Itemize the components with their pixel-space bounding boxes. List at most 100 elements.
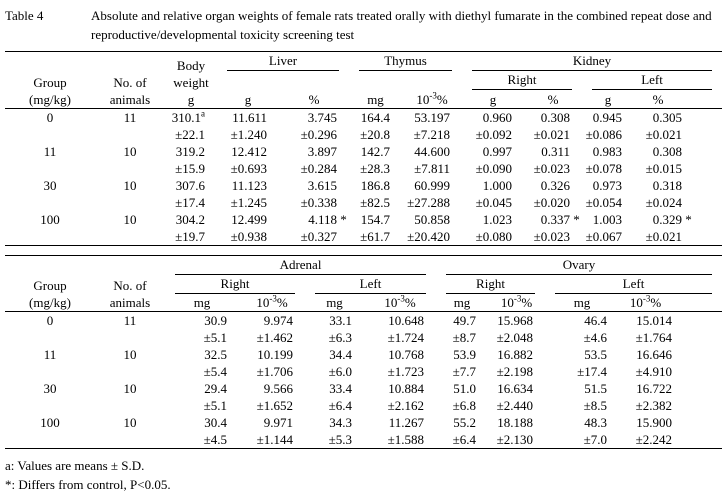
mean-value-cell: 18.188: [497, 415, 533, 430]
header-row-2: Right Left: [5, 71, 722, 90]
header-row-1: Group (mg/kg) No. of animals Body weight…: [5, 51, 722, 109]
sd-value-cell: ±6.4: [328, 398, 352, 413]
group-value-cell: 0: [46, 313, 54, 328]
mean-value-cell: 29.4: [204, 381, 227, 396]
units-row: mg 10-3% mg 10-3% mg 10-3% mg 10-3%: [5, 293, 722, 312]
sd-value-cell: ±0.045: [475, 194, 512, 210]
sd-value-cell: ±2.242: [635, 432, 672, 447]
units-row: g% mg 10-3% g% g%: [5, 90, 723, 109]
sd-value-cell: ±2.198: [496, 364, 533, 379]
data-row-mean: 100 10 304.2 12.499 4.118 * 154.7 50.858 1.023 0…: [5, 211, 722, 228]
mean-value-cell: 10.768: [388, 347, 424, 362]
mean-value-cell: 10.199: [257, 347, 293, 362]
group-value-cell: 11: [43, 143, 57, 159]
group-value-cell: 0: [46, 109, 54, 125]
sd-value-cell: ±0.021: [645, 126, 683, 142]
sd-value-cell: ±61.7: [360, 228, 390, 244]
mean-value-cell: 11.267: [388, 415, 424, 430]
mean-value-cell: 0.983: [592, 143, 622, 159]
sd-value-cell: ±6.0: [328, 364, 352, 379]
sd-value-cell: ±0.067: [585, 228, 622, 244]
data-row-mean: 11 10 32.5 10.199 34.4 10.768 53.9 16.882 53.5 16…: [5, 346, 722, 363]
mean-value-cell: 16.722: [636, 381, 672, 396]
animal-count-cell: 10: [123, 381, 137, 396]
mean-value-cell: 33.1: [329, 313, 352, 328]
animal-count-cell: 11: [123, 109, 137, 125]
mean-value-cell: 11.123: [231, 177, 267, 193]
sd-value-cell: ±0.693: [230, 160, 267, 176]
mean-value-cell: 33.4: [329, 381, 352, 396]
mean-value-cell: 0.960: [482, 109, 512, 125]
header-row-1: Group (mg/kg) No. of animals Adrenal Ova…: [5, 255, 722, 312]
mean-value-cell: 3.745: [307, 109, 337, 125]
col-header-liver: Liver: [217, 52, 349, 71]
mean-value-cell: 307.6: [175, 177, 205, 193]
mean-value-cell: 46.4: [584, 313, 607, 328]
col-header-animals: No. of animals: [95, 51, 165, 109]
sd-value-cell: ±82.5: [360, 194, 390, 210]
sd-value-cell: ±20.8: [360, 126, 390, 142]
sd-value-cell: ±7.0: [583, 432, 607, 447]
mean-value-cell: 53.9: [453, 347, 476, 362]
data-row-sd: ±5.4 ±1.706 ±6.0 ±1.723 ±7.7 ±2.198 ±17.4 ±4.91…: [5, 363, 722, 380]
col-unit-header: 10-3%: [364, 293, 436, 312]
mean-value-cell: 142.7: [360, 143, 390, 159]
mean-value-cell: 154.7: [360, 211, 390, 227]
mean-value-cell: 12.499: [231, 211, 267, 227]
animal-count-cell: 10: [123, 211, 137, 227]
sd-value-cell: ±0.015: [645, 160, 683, 176]
data-row-sd: ±5.1 ±1.462 ±6.3 ±1.724 ±8.7 ±2.048 ±4.6 ±1.764: [5, 329, 722, 346]
mean-value-cell: 16.634: [497, 381, 533, 396]
sd-value-cell: ±28.3: [360, 160, 390, 176]
right-label: Right: [175, 275, 295, 294]
sd-value-cell: ±2.048: [496, 330, 533, 345]
liver-label: Liver: [227, 52, 339, 71]
sd-value-cell: ±1.764: [635, 330, 672, 345]
mean-value-cell: 9.971: [263, 415, 293, 430]
table-caption: Table 4 Absolute and relative organ weig…: [5, 6, 722, 44]
mean-value-cell: 32.5: [204, 347, 227, 362]
col-unit-header: %: [279, 90, 349, 109]
data-row-sd: ±15.9 ±0.693 ±0.284 ±28.3 ±7.811 ±0.090 ±0.023…: [5, 160, 722, 177]
mean-value-cell: 0.308: [652, 143, 683, 159]
mean-value-cell: 30.4: [204, 415, 227, 430]
table1-header: Group (mg/kg) No. of animals Body weight…: [5, 51, 723, 109]
data-row-mean: 30 10 29.4 9.566 33.4 10.884 51.0 16.634 51.5 16.…: [5, 380, 722, 397]
col-unit-header: 10-3%: [402, 90, 462, 109]
col-header-kidney: Kidney: [462, 52, 722, 71]
footnotes: a: Values are means ± S.D. *: Differs fr…: [5, 456, 722, 494]
mean-value-cell: 16.646: [636, 347, 672, 362]
data-row-mean: 0 11 30.9 9.974 33.1 10.648 49.7 15.968 46.4 15.0…: [5, 312, 722, 330]
col-unit-header: mg: [349, 90, 402, 109]
sd-value-cell: ±8.7: [452, 330, 476, 345]
spacer-cell: [349, 71, 462, 90]
sd-value-cell: ±4.910: [635, 364, 672, 379]
sd-value-cell: ±0.024: [645, 194, 683, 210]
sd-value-cell: ±0.021: [645, 228, 683, 244]
sd-value-cell: ±0.080: [475, 228, 512, 244]
sd-value-cell: ±22.1: [175, 126, 205, 142]
sd-value-cell: ±7.218: [413, 126, 450, 142]
mean-value-cell: 10.648: [388, 313, 424, 328]
sd-value-cell: ±0.078: [585, 160, 622, 176]
mean-value-cell: 0.308: [540, 109, 570, 125]
data-row-mean: 100 10 30.4 9.971 34.3 11.267 55.2 18.188 48.3 15…: [5, 414, 722, 431]
sd-value-cell: ±0.284: [300, 160, 337, 176]
sd-value-cell: ±7.811: [414, 160, 450, 176]
col-header-thymus: Thymus: [349, 52, 462, 71]
group-value-cell: 100: [40, 211, 60, 227]
sd-value-cell: ±2.440: [496, 398, 533, 413]
mean-value-cell: 51.0: [453, 381, 476, 396]
col-header-ovary-left: Left: [545, 275, 722, 294]
sd-value-cell: ±1.245: [230, 194, 267, 210]
col-unit-header: %: [634, 90, 723, 109]
spacer-cell: [217, 71, 349, 90]
mean-value-cell: 1.003: [592, 211, 622, 227]
sd-value-cell: ±20.420: [407, 228, 450, 244]
adrenal-label: Adrenal: [175, 256, 426, 275]
col-unit-header: mg: [545, 293, 619, 312]
table-title: Absolute and relative organ weights of f…: [91, 8, 712, 42]
mean-value-cell: 0.997: [482, 143, 512, 159]
mean-value-cell: 34.3: [329, 415, 352, 430]
